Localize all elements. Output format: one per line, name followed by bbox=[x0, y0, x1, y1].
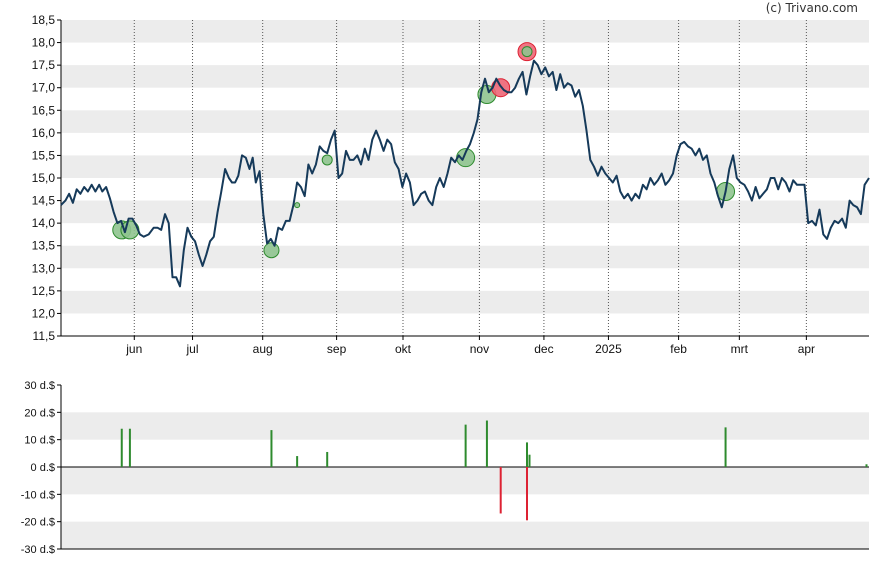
x-tick-label: 2025 bbox=[595, 342, 622, 356]
volume-panel: 30 d.$ 20 d.$ 10 d.$ 0 d.$ -10 d.$ -20 d.$ -30… bbox=[21, 380, 869, 556]
y-tick-label: 18,5 bbox=[32, 13, 56, 27]
y-tick-label: 16,0 bbox=[32, 126, 56, 140]
y-tick-label: 18,0 bbox=[32, 36, 56, 50]
y-tick-label: 17,0 bbox=[32, 81, 56, 95]
x-tick-label: sep bbox=[327, 342, 347, 356]
volume-y-tick-label: -20 d.$ bbox=[21, 517, 55, 529]
x-tick-label: dec bbox=[534, 342, 553, 356]
x-tick-label: nov bbox=[470, 342, 489, 356]
price-band bbox=[61, 65, 869, 88]
y-tick-label: 11,5 bbox=[33, 329, 56, 343]
y-tick-label: 14,5 bbox=[32, 194, 56, 208]
y-tick-label: 15,5 bbox=[32, 148, 56, 162]
volume-band bbox=[61, 521, 869, 549]
price-panel: jun jul aug sep okt nov dec 2025 feb mrt apr 11,5 12… bbox=[32, 13, 870, 356]
y-tick-label: 16,5 bbox=[32, 103, 56, 117]
volume-y-tick-label: 30 d.$ bbox=[24, 380, 55, 392]
buy-marker bbox=[294, 202, 301, 209]
price-band bbox=[61, 290, 869, 314]
x-tick-label: jun bbox=[125, 342, 142, 356]
x-tick-label: aug bbox=[253, 342, 273, 356]
x-tick-label: feb bbox=[670, 342, 687, 356]
volume-y-tick-label: -10 d.$ bbox=[21, 489, 55, 501]
price-band bbox=[61, 20, 869, 43]
y-tick-label: 13,0 bbox=[32, 261, 56, 275]
price-band bbox=[61, 200, 869, 224]
x-tick-label: jul bbox=[186, 342, 199, 356]
price-line bbox=[60, 59, 870, 288]
buy-marker bbox=[521, 46, 533, 58]
y-tick-label: 15,0 bbox=[32, 171, 56, 185]
y-tick-label: 12,5 bbox=[32, 284, 56, 298]
volume-y-tick-label: 10 d.$ bbox=[24, 435, 55, 447]
volume-y-tick-label: 20 d.$ bbox=[24, 407, 55, 419]
volume-y-tick-label: -30 d.$ bbox=[21, 544, 55, 556]
credit-text: (c) Trivano.com bbox=[765, 1, 858, 15]
x-tick-label: mrt bbox=[731, 342, 749, 356]
volume-band bbox=[61, 467, 869, 495]
y-tick-label: 13,5 bbox=[32, 239, 56, 253]
buy-marker bbox=[321, 154, 333, 166]
y-tick-label: 17,5 bbox=[32, 58, 56, 72]
volume-y-tick-label: 0 d.$ bbox=[31, 462, 55, 474]
x-tick-label: apr bbox=[798, 342, 815, 356]
price-band bbox=[61, 110, 869, 133]
y-tick-label: 12,0 bbox=[32, 306, 56, 320]
y-tick-label: 14,0 bbox=[32, 216, 56, 230]
x-tick-label: okt bbox=[395, 342, 412, 356]
buy-marker bbox=[263, 242, 280, 259]
